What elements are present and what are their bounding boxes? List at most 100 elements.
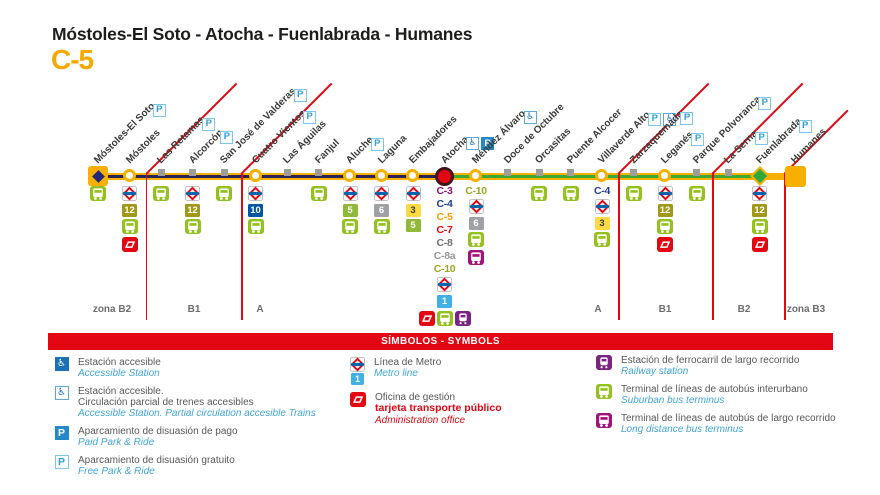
legend-icon: ♿ [54,386,69,419]
ticket-office-icon [657,236,673,252]
zone-boundary [712,173,714,320]
station-services: 10 [239,186,273,234]
station-symbol [595,169,609,183]
station-services: C-10 6 [459,186,493,265]
suburban-bus-icon [531,186,547,201]
legend-text: Terminal de líneas de autobús de largo r… [621,413,836,435]
cercanias-line-badge: C-8a [433,250,456,262]
cercanias-line-badge: C-5 [436,211,453,223]
station-symbol [220,169,228,176]
legend-text: Aparcamiento de disuasión gratuito Free P… [78,455,235,477]
accessibility-icon: ♿ [54,386,69,400]
metro-logo-icon [752,186,767,201]
metro-logo-icon [185,186,200,201]
metro-line-badge: 10 [248,203,263,217]
free-parking-icon: P [648,112,662,126]
legend-icon: P [54,455,69,477]
suburban-bus-icon [751,219,768,234]
station-services: 12 [113,186,147,252]
station-services: 5 [333,186,367,234]
zone-boundary [145,173,148,320]
station-symbol [157,169,165,176]
suburban-bus-icon [596,384,612,399]
legend-item: Estación de ferrocarril de largo recorri… [596,355,876,377]
metro-logo-icon [350,357,365,372]
legend-text: Oficina de gestión tarjeta transporte púb… [375,392,502,426]
legend-icon [596,384,612,406]
legend-item: ♿ Estación accesible. Circulación parcial … [54,386,354,419]
metro-logo-icon [122,186,137,201]
station-services [144,186,178,201]
zone-label: A [256,304,264,315]
suburban-bus-icon [436,311,453,326]
metro-line-badge: 1 [437,294,452,308]
legend-line: Estación accesible [78,357,161,368]
station-symbol [567,169,574,176]
suburban-bus-icon [562,186,579,201]
station-symbol [374,169,388,183]
suburban-bus-icon [594,232,610,247]
page-title: Móstoles-El Soto - Atocha - Fuenlabrada … [52,24,473,44]
station-services: C-4 3 [585,186,619,247]
station-symbol [784,165,806,187]
metro-line-badge: 5 [405,219,421,232]
metro-line-badge: 3 [594,216,610,230]
route-diagram: zona B2 B1 A A B1 B2 zona B3 Móstoles-El Soto P M… [81,82,849,326]
legend-item: 1 Línea de Metro Metro line [350,357,590,385]
legend-icon: ♿ [54,357,69,379]
station-services [81,186,115,201]
station-services [554,186,588,201]
legend-line: Accessible Station. Partial circulation … [78,408,316,419]
suburban-bus-icon [310,186,327,201]
ticket-office-icon [350,392,366,407]
legend-text: Línea de Metro Metro line [374,357,441,385]
station-services: 6 [365,186,399,234]
suburban-bus-icon [657,219,673,234]
zone-label: B2 [737,304,751,315]
station-services [302,186,336,201]
legend-text: Terminal de líneas de autobús interurban… [621,384,808,406]
legend-icon: 1 [350,357,365,385]
legend-line: Aparcamiento de disuasión gratuito [78,455,235,466]
station-services [207,186,241,201]
suburban-bus-icon [373,219,390,234]
legend-line: Accessible Station [78,368,160,379]
station-label: Fanjul [312,137,342,166]
legend-line: Metro line [374,368,418,379]
line-c5-badge: C-5 [51,44,94,75]
station-symbol [749,166,770,186]
ticket-office-icon [121,236,138,252]
accessibility-icon: ♿ [54,357,69,371]
legend-item: ♿ Estación accesible Accessible Station [54,357,354,379]
station-symbol [693,169,700,176]
station-services: 12 [176,186,210,234]
station-symbol [406,169,420,183]
station-symbol [469,169,483,183]
cercanias-line-badge: C-3 [436,185,453,197]
legend-icon [596,413,612,435]
legend-text: Estación accesible. Circulación parcial d… [78,386,316,419]
legend-text: Aparcamiento de disuasión de pago Paid Pa… [78,426,238,448]
metro-logo-icon [248,186,263,201]
railway-station-icon [454,311,471,326]
cercanias-line-badge: C-7 [436,224,453,236]
legend-line: Suburban bus terminus [621,395,725,406]
legend-line: Free Park & Ride [78,466,155,477]
free-parking-icon: P [293,89,307,103]
ticket-office-icon [418,311,435,326]
station-services [522,186,556,201]
metro-logo-icon [437,277,452,292]
cercanias-line-badge: C-8 [436,237,453,249]
legend-line: Railway station [621,366,689,377]
cercanias-line-badge: C-10 [433,263,456,275]
station-services: C-3 C-4 C-5 C-7 C-8 C-8a C-10 1 [418,185,471,326]
suburban-bus-icon [184,219,201,234]
legend-line: Paid Park & Ride [78,437,155,448]
suburban-bus-icon [688,186,705,201]
legend-column: 1 Línea de Metro Metro line Oficina de gest… [350,357,590,426]
free-parking-icon: P [691,132,705,146]
legend-item: P Aparcamiento de disuasión de pago Paid P… [54,426,354,448]
suburban-bus-icon [468,232,484,247]
